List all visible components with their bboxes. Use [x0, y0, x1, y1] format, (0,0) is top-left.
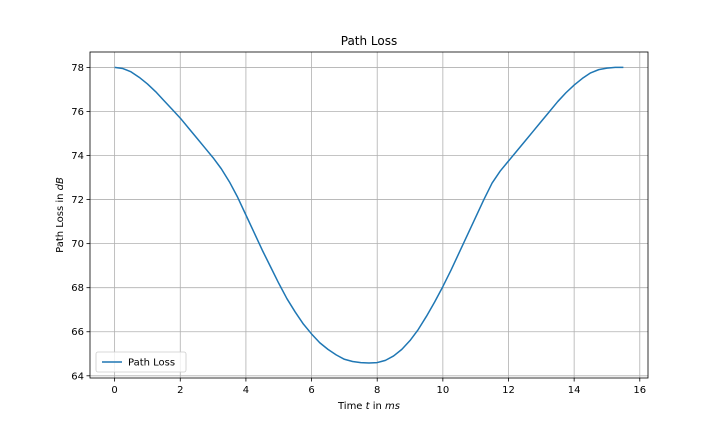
x-tick-label: 6: [308, 385, 314, 396]
x-tick-label: 10: [436, 385, 449, 396]
x-axis-label-unit: ms: [385, 401, 400, 412]
x-tick-label: 8: [374, 385, 380, 396]
x-axis-label-var: t: [366, 401, 371, 412]
y-tick-label: 72: [71, 195, 84, 206]
y-axis-label: Path Loss in dB: [55, 177, 66, 253]
x-tick-label: 12: [502, 385, 515, 396]
x-tick-label: 14: [568, 385, 581, 396]
legend: Path Loss: [95, 351, 187, 373]
legend-box: [95, 351, 187, 373]
y-tick-label: 76: [71, 107, 84, 118]
x-axis-label-mid: in: [370, 401, 385, 412]
grid-lines: [90, 52, 648, 378]
x-axis-ticks: 0 2 4 6 8 10 12 14 16: [111, 378, 646, 396]
x-tick-label: 16: [633, 385, 646, 396]
plot-frame: [89, 51, 649, 379]
y-axis-label-prefix: Path Loss in: [55, 190, 66, 253]
chart-title: Path Loss: [341, 34, 398, 48]
y-tick-label: 66: [71, 327, 84, 338]
series-layer: [114, 66, 624, 364]
x-axis-label: Time t in ms: [337, 401, 400, 412]
y-axis-ticks: 64 66 68 70 72 74 76 78: [71, 63, 90, 382]
y-tick-label: 78: [71, 63, 84, 74]
x-tick-label: 2: [177, 385, 183, 396]
x-axis-label-prefix: Time: [337, 401, 366, 412]
y-tick-label: 74: [71, 151, 84, 162]
y-tick-label: 70: [71, 239, 84, 250]
legend-label: Path Loss: [128, 358, 175, 369]
x-tick-label: 4: [243, 385, 249, 396]
x-tick-label: 0: [111, 385, 117, 396]
y-tick-label: 68: [71, 283, 84, 294]
y-axis-label-unit: dB: [55, 177, 66, 190]
y-tick-label: 64: [71, 371, 84, 382]
series-line-0: [114, 66, 624, 364]
